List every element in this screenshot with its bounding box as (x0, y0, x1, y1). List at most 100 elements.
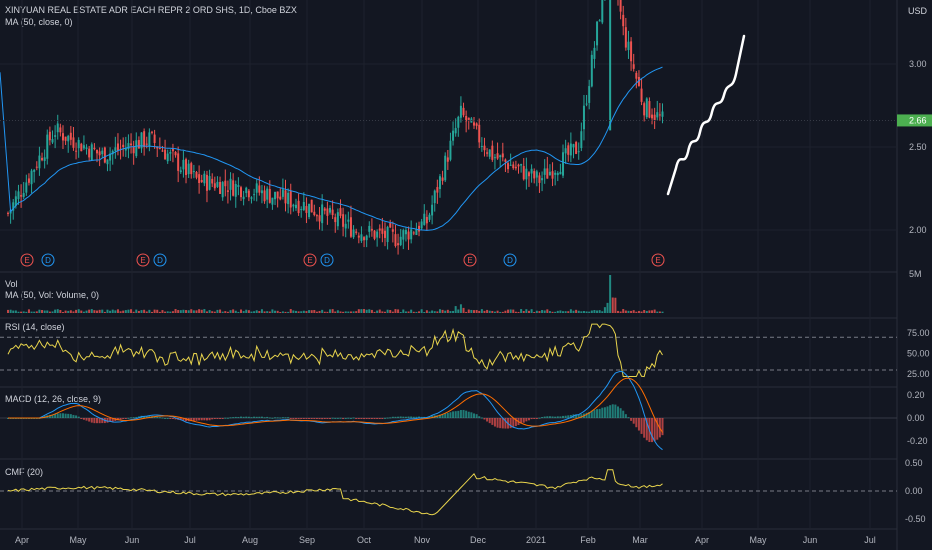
candle-body (169, 151, 172, 154)
macd-histogram-bar (402, 416, 405, 418)
candle-body (242, 196, 245, 200)
volume-bar (624, 310, 627, 313)
volume-bar (407, 311, 410, 313)
volume-bar (376, 310, 379, 313)
macd-histogram-bar (119, 418, 122, 420)
volume-bar (198, 309, 201, 313)
candle-body (632, 64, 635, 69)
volume-bar (96, 310, 99, 313)
macd-histogram-bar (271, 417, 274, 419)
volume-bar (88, 309, 91, 313)
macd-histogram-bar (318, 418, 321, 420)
macd-histogram-bar (446, 412, 449, 418)
candle-body (250, 197, 253, 199)
candle-body (101, 150, 104, 155)
candle-body (313, 211, 316, 215)
time-tick-label: Jul (864, 535, 876, 545)
volume-bar (548, 311, 551, 313)
candle-body (226, 190, 229, 192)
candle-body (137, 140, 140, 149)
candle-body (329, 207, 332, 213)
volume-bar (391, 311, 394, 313)
candle-body (493, 157, 496, 159)
volume-bar (530, 309, 533, 313)
candle-body (287, 192, 290, 205)
candle-body (520, 164, 523, 166)
candle-body (370, 228, 373, 231)
candle-body (373, 230, 376, 239)
candle-body (431, 204, 434, 216)
macd-tick-label: -0.20 (907, 436, 928, 446)
volume-bar (281, 311, 284, 313)
candle-body (446, 157, 449, 162)
macd-histogram-bar (609, 405, 612, 418)
candle-body (14, 196, 17, 206)
macd-histogram-bar (287, 417, 290, 419)
event-marker-label: D (45, 256, 51, 265)
candle-body (402, 230, 405, 240)
candle-body (305, 206, 308, 213)
volume-bar (520, 309, 523, 313)
candle-body (208, 176, 211, 190)
candle-body (80, 143, 83, 152)
volume-bar (323, 311, 326, 313)
candle-body (182, 159, 185, 170)
candle-body (93, 147, 96, 150)
candle-body (658, 114, 661, 116)
candle-body (635, 72, 638, 79)
macd-histogram-bar (635, 418, 638, 428)
volume-bar (143, 309, 146, 313)
macd-histogram-bar (661, 418, 664, 436)
macd-histogram-bar (116, 418, 119, 421)
candle-body (148, 132, 151, 147)
candle-body (156, 146, 159, 149)
candle-body (640, 88, 643, 102)
volume-bar (166, 311, 169, 313)
candle-body (12, 202, 15, 211)
candle-body (85, 147, 88, 149)
volume-bar (467, 309, 470, 313)
macd-histogram-bar (653, 418, 656, 442)
candle-body (266, 188, 269, 200)
candle-body (575, 142, 578, 154)
volume-bar (85, 310, 88, 313)
event-marker-label: E (24, 256, 29, 265)
candle-body (200, 179, 203, 182)
volume-bar (334, 311, 337, 313)
volume-bar (190, 309, 193, 313)
macd-histogram-bar (512, 418, 515, 428)
macd-histogram-bar (219, 418, 222, 419)
volume-bar (622, 309, 625, 313)
volume-bar (433, 311, 436, 313)
volume-bar (478, 310, 481, 313)
candle-body (418, 225, 421, 232)
macd-histogram-bar (260, 416, 263, 418)
volume-bar (137, 310, 140, 313)
volume-bar (56, 309, 59, 313)
macd-histogram-bar (376, 418, 379, 419)
candle-body (232, 180, 235, 196)
macd-histogram-bar (90, 418, 93, 423)
macd-histogram-bar (250, 417, 253, 419)
macd-histogram-bar (297, 418, 300, 419)
macd-histogram-bar (143, 416, 146, 418)
macd-histogram-bar (410, 416, 413, 418)
macd-histogram-bar (527, 418, 530, 421)
volume-bar (169, 311, 172, 313)
candle-body (383, 230, 386, 238)
macd-histogram-bar (135, 416, 138, 418)
price-tick-label: 2.00 (909, 225, 927, 235)
volume-bar (54, 309, 57, 313)
candle-body (397, 243, 400, 246)
volume-bar (25, 311, 28, 313)
candle-body (569, 143, 572, 156)
candle-body (601, 0, 604, 23)
volume-bar (64, 310, 67, 313)
candle-body (179, 170, 182, 173)
last-price-tag (897, 114, 932, 127)
macd-histogram-bar (483, 418, 486, 420)
candle-body (41, 157, 44, 161)
volume-bar (177, 310, 180, 313)
volume-bar (69, 310, 72, 313)
